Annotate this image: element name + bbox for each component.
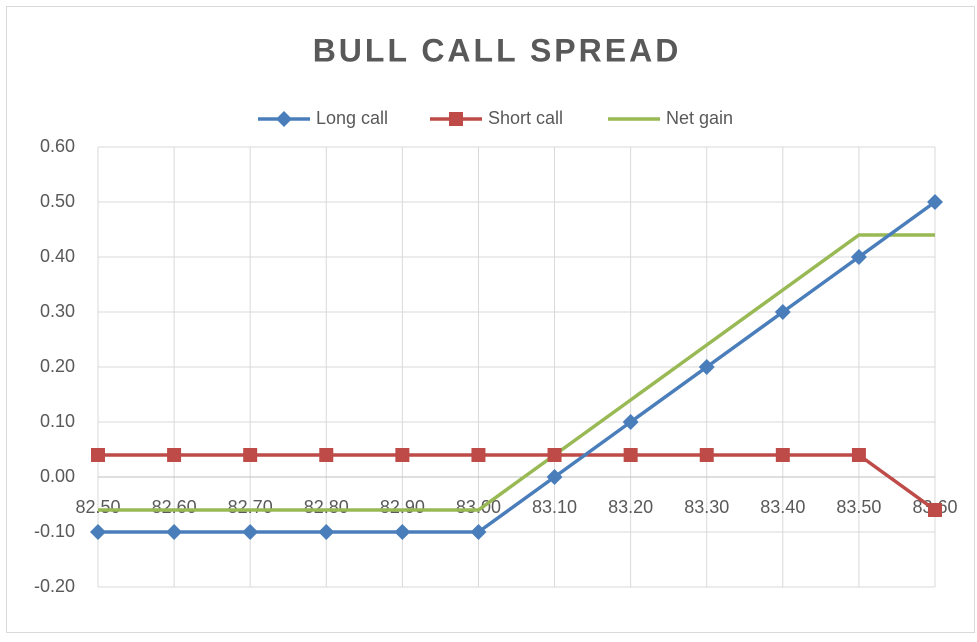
chart-title: BULL CALL SPREAD	[313, 32, 682, 68]
x-tick-label: 82.70	[228, 497, 273, 517]
marker-diamond	[318, 524, 335, 540]
marker-diamond	[927, 194, 943, 210]
marker-square	[851, 448, 866, 462]
marker-square	[449, 112, 463, 126]
chart-frame	[6, 6, 975, 633]
marker-diamond	[850, 249, 867, 265]
marker-square	[547, 448, 562, 462]
marker-diamond	[242, 524, 259, 540]
y-tick-label: 0.30	[40, 301, 75, 321]
y-tick-label: 0.20	[40, 356, 75, 376]
marker-square	[167, 448, 182, 462]
marker-square	[91, 448, 105, 462]
marker-diamond	[166, 524, 183, 540]
marker-square	[928, 503, 942, 517]
marker-diamond	[90, 524, 106, 540]
series-line	[98, 200, 937, 534]
series-line	[98, 233, 935, 512]
marker-square	[623, 448, 638, 462]
marker-square	[243, 448, 258, 462]
x-tick-label: 83.30	[684, 497, 729, 517]
marker-square	[699, 448, 714, 462]
marker-diamond	[470, 524, 487, 540]
x-tick-label: 82.90	[380, 497, 425, 517]
marker-square	[775, 448, 790, 462]
y-tick-label: -0.20	[34, 576, 75, 596]
series-line	[98, 453, 937, 512]
x-tick-label: 82.50	[75, 497, 120, 517]
y-tick-label: 0.10	[40, 411, 75, 431]
legend-label: Short call	[488, 108, 563, 128]
marker-square	[395, 448, 410, 462]
marker-diamond	[394, 524, 411, 540]
marker-diamond	[276, 111, 292, 127]
legend-label: Net gain	[666, 108, 733, 128]
legend-label: Long call	[316, 108, 388, 128]
x-tick-label: 83.20	[608, 497, 653, 517]
marker-diamond	[698, 359, 715, 375]
x-tick-label: 83.40	[760, 497, 805, 517]
y-tick-label: -0.10	[34, 521, 75, 541]
x-tick-label: 82.60	[152, 497, 197, 517]
marker-diamond	[774, 304, 791, 320]
y-tick-label: 0.60	[40, 136, 75, 156]
x-tick-label: 82.80	[304, 497, 349, 517]
marker-diamond	[546, 469, 563, 485]
x-tick-label: 83.10	[532, 497, 577, 517]
x-tick-label: 83.50	[836, 497, 881, 517]
marker-diamond	[622, 414, 639, 430]
y-tick-label: 0.40	[40, 246, 75, 266]
marker-square	[471, 448, 486, 462]
y-tick-label: 0.50	[40, 191, 75, 211]
y-tick-label: 0.00	[40, 466, 75, 486]
marker-square	[319, 448, 334, 462]
